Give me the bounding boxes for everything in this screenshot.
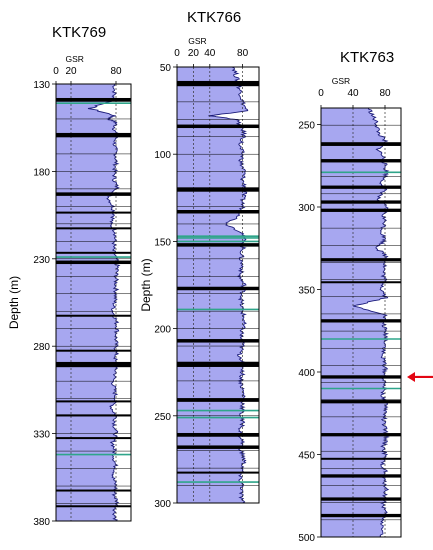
black-band — [177, 471, 259, 474]
black-band — [56, 132, 131, 138]
black-band — [56, 414, 131, 417]
y-axis-label: Depth (m) — [7, 276, 21, 329]
y-tick-label: 300 — [298, 203, 315, 214]
red-arrow-icon — [407, 371, 433, 382]
black-band — [56, 437, 131, 440]
well-panel-ktk766: KTK766 GSR 0 20 40 80 50 100 150 200 250 300 Depth (… — [139, 9, 260, 510]
y-tick-label: 400 — [298, 368, 315, 379]
black-band — [177, 187, 259, 192]
y-tick-label: 450 — [298, 451, 315, 462]
y-axis-label: Depth (m) — [139, 258, 153, 311]
black-band — [177, 433, 259, 437]
x-tick-label: 80 — [379, 88, 391, 99]
y-tick-label: 130 — [33, 80, 50, 91]
black-band — [56, 400, 131, 403]
black-band — [321, 433, 401, 437]
black-band — [321, 497, 401, 501]
x-tick-label: 40 — [347, 88, 359, 99]
x-tick-label: 0 — [53, 66, 59, 77]
black-band — [321, 457, 401, 460]
black-band — [321, 400, 401, 404]
black-band — [56, 349, 131, 352]
black-band — [177, 398, 259, 402]
plot-frame — [55, 83, 132, 522]
black-band — [177, 243, 259, 247]
black-band — [56, 489, 131, 492]
y-tick-label: 100 — [154, 150, 171, 161]
black-band — [177, 339, 259, 343]
black-band — [321, 474, 401, 478]
black-band — [321, 208, 401, 212]
y-tick-label: 180 — [33, 167, 50, 178]
y-tick-label: 330 — [33, 430, 50, 441]
x-axis-label: GSR — [188, 36, 206, 46]
x-tick-label: 0 — [318, 88, 324, 99]
black-band — [177, 124, 259, 129]
black-band — [56, 97, 131, 102]
black-band — [56, 192, 131, 196]
black-band — [177, 445, 259, 449]
black-band — [321, 200, 401, 204]
y-tick-label: 200 — [154, 325, 171, 336]
black-band — [56, 361, 131, 368]
well-panel-ktk763: KTK763 GSR 0 40 80 250 300 350 400 450 500 — [298, 49, 433, 544]
x-tick-label: 40 — [204, 48, 216, 59]
x-tick-label: 80 — [110, 66, 122, 77]
black-band — [321, 319, 401, 323]
black-band — [56, 314, 131, 317]
panel-title: KTK763 — [340, 49, 394, 66]
gsr-fill-area — [56, 84, 120, 521]
gsr-fill-area — [177, 67, 248, 503]
black-band — [177, 80, 259, 87]
x-tick-label: 20 — [188, 48, 200, 59]
plot-frame — [176, 66, 260, 504]
x-axis-label: GSR — [66, 54, 84, 64]
y-tick-label: 350 — [298, 286, 315, 297]
y-tick-label: 250 — [298, 121, 315, 132]
plot-frame — [320, 107, 402, 538]
black-band — [177, 210, 259, 214]
y-tick-label: 500 — [298, 533, 315, 544]
x-axis-label: GSR — [332, 76, 350, 86]
black-band — [321, 142, 401, 146]
y-tick-label: 300 — [154, 499, 171, 510]
well-panel-ktk769: KTK769 GSR 0 20 80 130 180 230 280 330 380 Depth (m… — [7, 24, 132, 528]
y-tick-label: 50 — [160, 63, 172, 74]
black-band — [56, 505, 131, 508]
black-band — [321, 513, 401, 518]
y-tick-label: 280 — [33, 342, 50, 353]
y-tick-label: 150 — [154, 237, 171, 248]
x-tick-label: 80 — [237, 48, 249, 59]
black-band — [321, 258, 401, 262]
black-band — [321, 281, 401, 284]
black-band — [56, 227, 131, 230]
black-band — [321, 375, 401, 379]
y-tick-label: 230 — [33, 255, 50, 266]
black-band — [56, 211, 131, 214]
black-band — [321, 159, 401, 163]
y-tick-label: 380 — [33, 517, 50, 528]
black-band — [321, 185, 401, 189]
panel-title: KTK766 — [187, 9, 241, 26]
black-band — [177, 286, 259, 291]
x-tick-label: 20 — [65, 66, 77, 77]
panel-title: KTK769 — [52, 24, 106, 41]
x-tick-label: 0 — [174, 48, 180, 59]
black-band — [177, 361, 259, 367]
y-tick-label: 250 — [154, 412, 171, 423]
black-band — [56, 251, 131, 254]
black-band — [56, 260, 131, 265]
